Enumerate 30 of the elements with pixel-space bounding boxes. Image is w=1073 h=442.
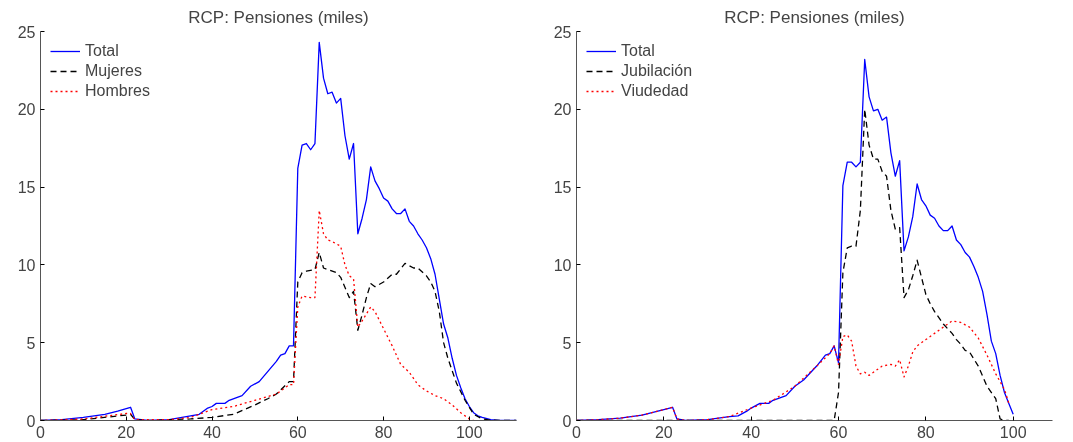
chart-title: RCP: Pensiones (miles) xyxy=(724,7,905,27)
x-tick-label: 20 xyxy=(117,423,136,441)
x-tick-label: 100 xyxy=(999,423,1027,441)
x-tick-label: 80 xyxy=(916,423,935,441)
legend-label: Total xyxy=(85,42,119,60)
y-tick-label: 0 xyxy=(26,412,36,430)
y-tick-label: 15 xyxy=(553,179,572,197)
y-tick-label: 10 xyxy=(17,256,36,274)
legend-label: Hombres xyxy=(85,82,150,100)
y-tick-label: 25 xyxy=(17,23,36,41)
y-tick-label: 5 xyxy=(562,334,572,352)
legend-label: Mujeres xyxy=(85,62,142,80)
y-tick-label: 15 xyxy=(17,179,36,197)
y-tick-label: 20 xyxy=(17,101,36,119)
legend-label: Total xyxy=(621,42,655,60)
x-tick-label: 40 xyxy=(203,423,222,441)
y-tick-label: 5 xyxy=(26,334,36,352)
x-tick-label: 20 xyxy=(654,423,673,441)
legend-label: Jubilación xyxy=(621,62,693,80)
x-tick-label: 100 xyxy=(455,423,483,441)
x-tick-label: 60 xyxy=(288,423,307,441)
x-tick-label: 60 xyxy=(829,423,848,441)
legend-label: Viudedad xyxy=(621,82,689,100)
y-tick-label: 25 xyxy=(553,23,572,41)
y-tick-label: 0 xyxy=(562,412,572,430)
x-tick-label: 40 xyxy=(742,423,761,441)
x-tick-label: 80 xyxy=(374,423,393,441)
chart-title: RCP: Pensiones (miles) xyxy=(188,7,369,27)
y-tick-label: 20 xyxy=(553,101,572,119)
y-tick-label: 10 xyxy=(553,256,572,274)
